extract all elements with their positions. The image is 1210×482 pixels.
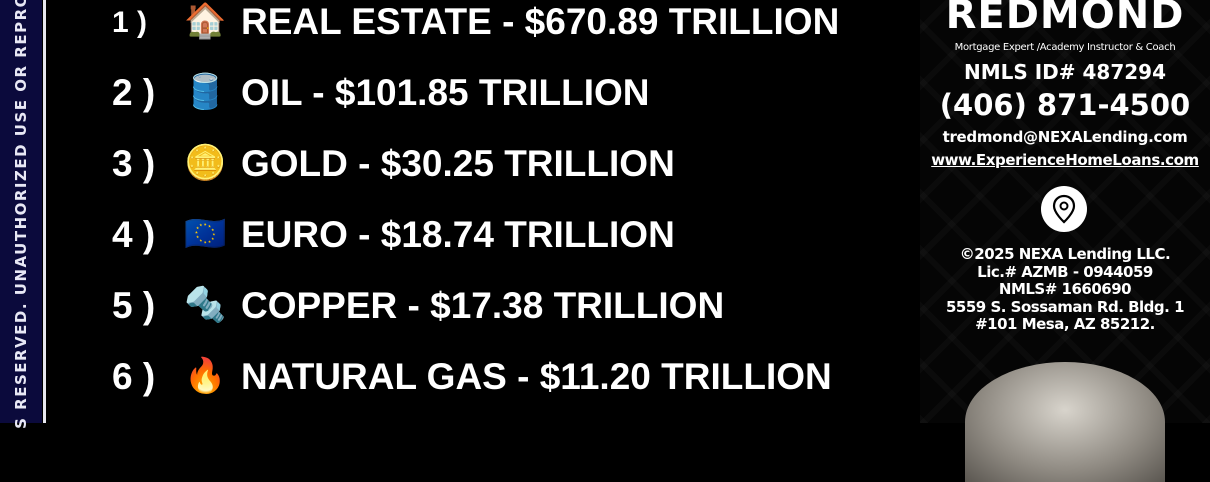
agent-title: Mortgage Expert /Academy Instructor & Co… [954,42,1176,53]
copyright-notice: S RESERVED. UNAUTHORIZED USE OR REPRO [12,0,30,429]
website-link[interactable]: www.ExperienceHomeLoans.com [931,151,1199,169]
list-item: 3 ) 🪙 GOLD - $30.25 TRILLION [112,134,675,194]
item-text: REAL ESTATE - $670.89 TRILLION [241,0,840,42]
eu-flag-icon: 🇪🇺 [184,215,227,254]
contact-panel: REDMOND Mortgage Expert /Academy Instruc… [920,0,1210,482]
address-line2: #101 Mesa, AZ 85212. [975,315,1155,333]
rank: 4 ) [112,213,156,255]
rank: 3 ) [112,142,156,184]
list-item: 4 ) 🇪🇺 EURO - $18.74 TRILLION [112,205,675,265]
company-nmls: NMLS# 1660690 [998,280,1132,298]
rank: 6 ) [112,355,156,397]
address-line1: 5559 S. Sossaman Rd. Bldg. 1 [945,297,1185,316]
fire-icon: 🔥 [184,357,227,396]
phone[interactable]: (406) 871-4500 [939,88,1191,122]
commodity-list: 1 ) 🏠 REAL ESTATE - $670.89 TRILLION 2 ) 🛢️… [112,0,912,423]
item-text: EURO - $18.74 TRILLION [241,213,675,255]
list-item: 1 ) 🏠 REAL ESTATE - $670.89 TRILLION [112,0,839,52]
house-icon: 🏠 [184,2,227,41]
list-item: 5 ) 🔩 COPPER - $17.38 TRILLION [112,276,724,336]
item-text: NATURAL GAS - $11.20 TRILLION [241,355,832,397]
company-copyright: ©2025 NEXA Lending LLC. [959,245,1171,263]
item-text: GOLD - $30.25 TRILLION [241,142,675,184]
nmls-id: NMLS ID# 487294 [963,60,1166,84]
side-banner [0,0,42,423]
license-number: Lic.# AZMB - 0944059 [977,262,1153,281]
list-item: 6 ) 🔥 NATURAL GAS - $11.20 TRILLION [112,347,832,407]
item-text: COPPER - $17.38 TRILLION [241,284,725,326]
nut-bolt-icon: 🔩 [184,286,227,325]
agent-photo [965,362,1165,482]
company-info: ©2025 NEXA Lending LLC. Lic.# AZMB - 094… [920,245,1210,334]
rank: 1 ) [112,5,148,39]
item-text: OIL - $101.85 TRILLION [241,71,650,113]
location-pin-icon [1041,186,1087,232]
divider [43,0,46,423]
gold-coin-icon: 🪙 [184,144,227,183]
list-item: 2 ) 🛢️ OIL - $101.85 TRILLION [112,63,649,123]
email-link[interactable]: tredmond@NEXALending.com [942,128,1188,146]
rank: 2 ) [112,71,156,113]
oil-barrel-icon: 🛢️ [184,73,227,112]
agent-name: REDMOND [945,0,1185,38]
rank: 5 ) [112,284,156,326]
